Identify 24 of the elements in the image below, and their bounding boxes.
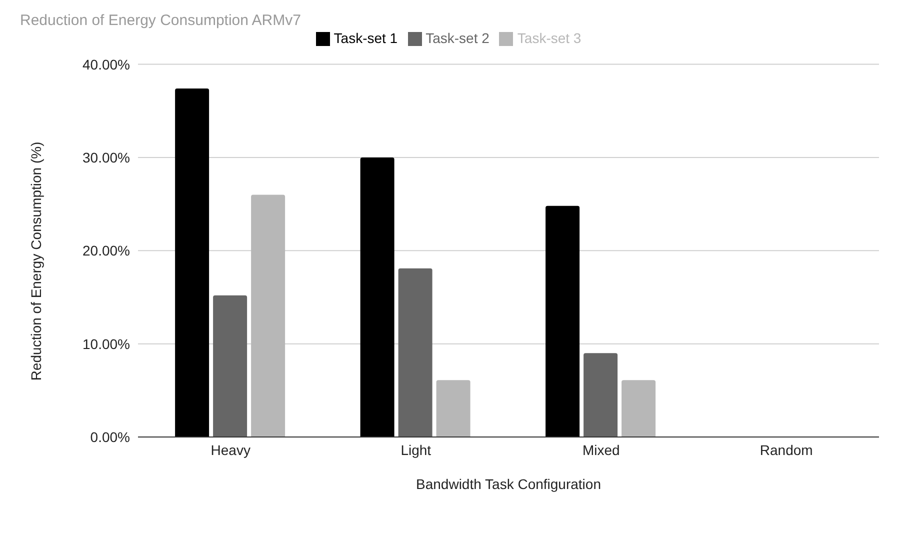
chart-title: Reduction of Energy Consumption ARMv7 [20, 12, 301, 29]
bar [360, 157, 394, 437]
y-tick-label: 40.00% [82, 56, 130, 72]
bar [546, 206, 580, 437]
y-tick-label: 0.00% [90, 428, 130, 445]
bar [398, 268, 432, 437]
y-tick-label: 10.00% [82, 336, 130, 352]
bar [251, 194, 286, 437]
x-tick-label: Mixed [582, 442, 620, 458]
y-tick-label: 20.00% [82, 242, 130, 259]
legend-label: Task-set 3 [517, 30, 582, 46]
x-tick-label: Random [760, 442, 813, 458]
bar [213, 295, 248, 437]
x-axis-title: Bandwidth Task Configuration [416, 476, 601, 492]
y-axis-title: Reduction of Energy Consumption (%) [28, 142, 44, 381]
legend-label: Task-set 2 [426, 30, 490, 46]
bar [436, 380, 470, 437]
bar [175, 88, 210, 437]
y-tick-label: 30.00% [82, 149, 130, 166]
x-tick-label: Light [400, 442, 432, 458]
x-tick-label: Heavy [210, 442, 250, 458]
bar [622, 380, 656, 437]
legend-label: Task-set 1 [334, 30, 398, 46]
bar [584, 353, 618, 437]
